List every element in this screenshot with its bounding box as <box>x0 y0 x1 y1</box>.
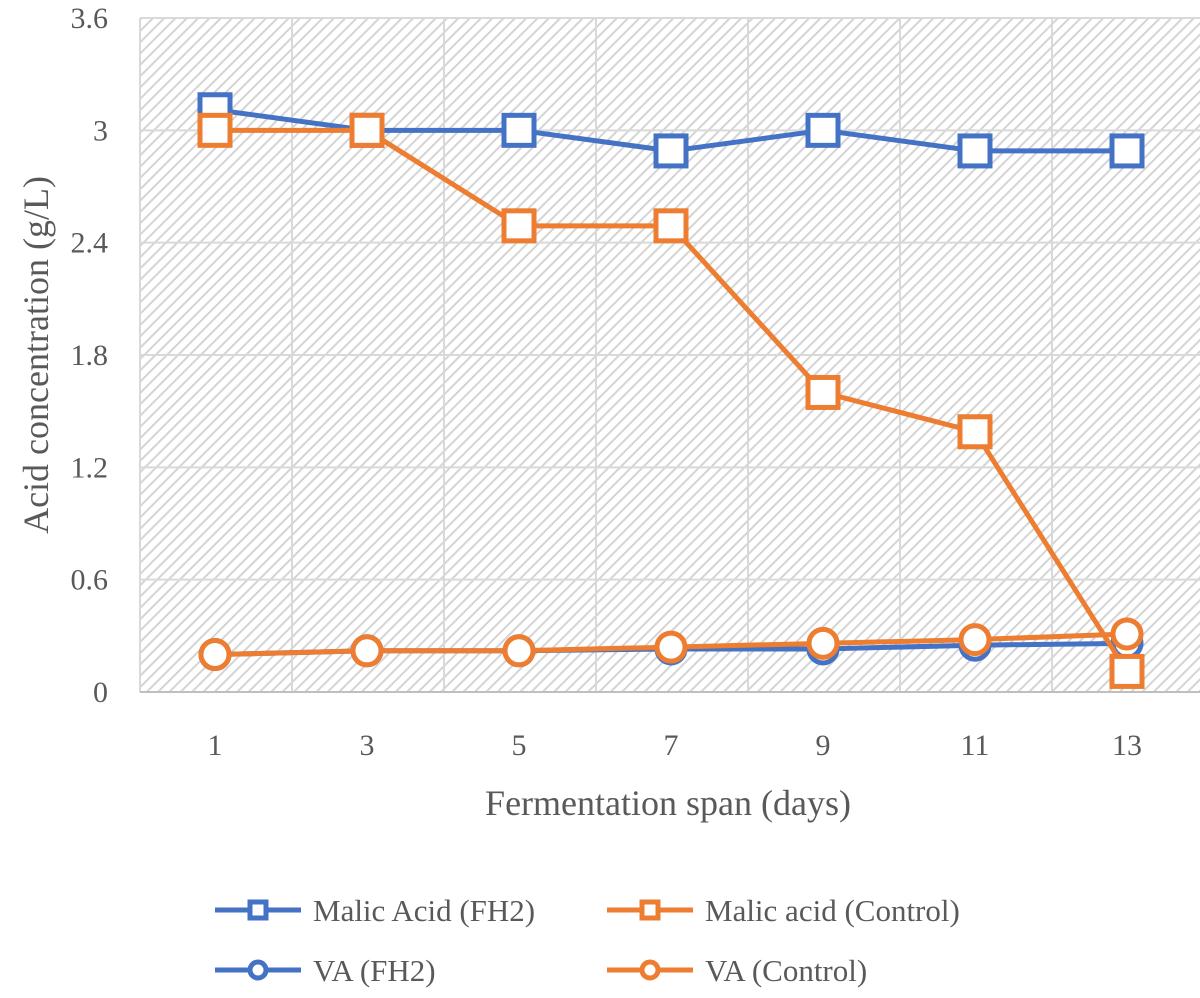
y-tick-label: 0 <box>93 676 108 709</box>
y-axis-title: Acid concentration (g/L) <box>16 176 56 534</box>
x-tick-label: 11 <box>961 729 990 762</box>
data-point <box>805 374 841 410</box>
y-tick-label: 3 <box>93 114 108 147</box>
legend-item: VA (FH2) <box>215 953 436 988</box>
y-tick-label: 1.2 <box>71 451 109 484</box>
legend-marker <box>639 959 661 981</box>
data-point <box>197 112 233 148</box>
legend-item: Malic acid (Control) <box>607 893 960 928</box>
y-axis-ticks: 0 0.6 1.2 1.8 2.4 3 3.6 <box>71 2 109 709</box>
data-point <box>350 634 384 668</box>
data-point <box>1109 653 1145 689</box>
y-tick-label: 0.6 <box>71 564 109 597</box>
legend-label: Malic acid (Control) <box>705 893 960 928</box>
legend-marker <box>247 959 269 981</box>
x-tick-label: 13 <box>1112 729 1142 762</box>
legend-item: VA (Control) <box>607 953 867 988</box>
legend-marker <box>247 899 269 921</box>
legend-marker <box>639 899 661 921</box>
y-tick-label: 3.6 <box>71 2 109 35</box>
x-axis-ticks: 1 3 5 7 9 11 13 <box>208 729 1143 762</box>
data-point <box>501 112 537 148</box>
series-3 <box>198 617 1144 672</box>
x-tick-label: 1 <box>208 729 223 762</box>
data-point <box>654 630 688 664</box>
data-point <box>805 112 841 148</box>
data-point <box>957 133 993 169</box>
y-tick-label: 2.4 <box>71 227 109 260</box>
x-tick-label: 3 <box>360 729 375 762</box>
data-point <box>502 634 536 668</box>
data-point <box>653 133 689 169</box>
x-tick-label: 9 <box>816 729 831 762</box>
legend-label: Malic Acid (FH2) <box>313 893 535 928</box>
x-axis-title: Fermentation span (days) <box>485 783 851 823</box>
legend-item: Malic Acid (FH2) <box>215 893 535 928</box>
series-layer <box>197 92 1145 689</box>
data-point <box>653 208 689 244</box>
data-point <box>958 623 992 657</box>
y-tick-label: 1.8 <box>71 339 109 372</box>
data-point <box>806 626 840 660</box>
data-point <box>349 112 385 148</box>
legend-label: VA (FH2) <box>313 953 436 988</box>
data-point <box>501 208 537 244</box>
series-1 <box>197 112 1145 689</box>
legend: Malic Acid (FH2) Malic acid (Control) VA (… <box>215 893 960 988</box>
data-point <box>957 414 993 450</box>
legend-label: VA (Control) <box>705 953 867 988</box>
data-point <box>1110 617 1144 651</box>
x-tick-label: 7 <box>664 729 679 762</box>
data-point <box>1109 133 1145 169</box>
data-point <box>198 638 232 672</box>
x-tick-label: 5 <box>512 729 527 762</box>
